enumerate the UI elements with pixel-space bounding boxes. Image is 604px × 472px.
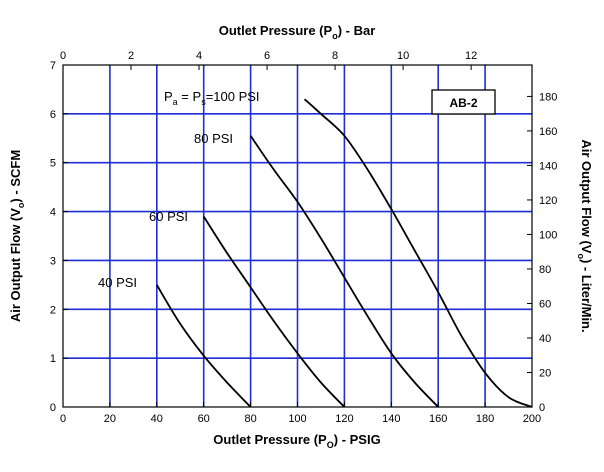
- model-badge-text: AB-2: [449, 96, 477, 110]
- x-top-tick-label-4: 8: [332, 50, 338, 62]
- y-left-tick-label-2: 2: [50, 304, 56, 316]
- x-top-tick-label-5: 10: [397, 50, 409, 62]
- y-left-tick-label-6: 6: [50, 109, 56, 121]
- y-left-tick-label-0: 0: [50, 402, 56, 414]
- y-right-axis-title: Air Output Flow (Vo) - Liter/Min.: [576, 139, 594, 332]
- x-top-axis-title: Outlet Pressure (Po) - Bar: [219, 23, 376, 41]
- y-right-tick-label-3: 60: [539, 298, 551, 310]
- y-left-axis-title: Air Output Flow (Vo) - SCFM: [8, 150, 26, 322]
- y-right-tick-label-2: 40: [539, 333, 551, 345]
- series-curve-0: [156, 284, 252, 408]
- x-bottom-tick-label-5: 100: [288, 413, 306, 425]
- y-right-tick-label-6: 120: [539, 195, 557, 207]
- x-bottom-tick-label-0: 0: [60, 413, 66, 425]
- y-left-tick-label-5: 5: [50, 158, 56, 170]
- y-left-tick-label-1: 1: [50, 353, 56, 365]
- y-left-tick-label-3: 3: [50, 255, 56, 267]
- x-bottom-tick-label-1: 20: [104, 413, 116, 425]
- x-top-tick-label-0: 0: [60, 50, 66, 62]
- x-top-tick-label-3: 6: [264, 50, 270, 62]
- y-right-tick-label-9: 180: [539, 91, 557, 103]
- x-bottom-tick-label-7: 140: [382, 413, 400, 425]
- y-left-tick-label-4: 4: [50, 207, 56, 219]
- series-label-80psi: 80 PSI: [194, 131, 233, 146]
- x-bottom-tick-label-8: 160: [429, 413, 447, 425]
- x-bottom-tick-label-9: 180: [476, 413, 494, 425]
- x-bottom-tick-label-2: 40: [151, 413, 163, 425]
- series-curve-3: [303, 98, 533, 408]
- x-bottom-tick-label-6: 120: [335, 413, 353, 425]
- series-label-40psi: 40 PSI: [98, 275, 137, 290]
- y-right-tick-label-0: 0: [539, 402, 545, 414]
- series-curve-2: [249, 135, 439, 408]
- model-badge: AB-2: [431, 89, 496, 115]
- x-bottom-tick-label-10: 200: [523, 413, 541, 425]
- y-right-tick-label-5: 100: [539, 229, 557, 241]
- series-label-60psi: 60 PSI: [149, 209, 188, 224]
- y-right-tick-label-7: 140: [539, 160, 557, 172]
- y-right-tick-label-4: 80: [539, 264, 551, 276]
- y-right-tick-label-8: 160: [539, 126, 557, 138]
- series-label-100psi: Pa = Ps=100 PSI: [164, 89, 260, 107]
- x-top-tick-label-1: 2: [128, 50, 134, 62]
- x-top-tick-label-6: 12: [465, 50, 477, 62]
- series-curve-1: [202, 216, 346, 408]
- x-bottom-tick-label-3: 60: [198, 413, 210, 425]
- y-left-tick-label-7: 7: [50, 60, 56, 72]
- grid-lines: [63, 65, 532, 407]
- x-top-tick-label-2: 4: [196, 50, 202, 62]
- y-right-tick-label-1: 20: [539, 367, 551, 379]
- x-bottom-tick-label-4: 80: [244, 413, 256, 425]
- x-bottom-axis-title: Outlet Pressure (PO) - PSIG: [213, 432, 380, 450]
- series-curves: [156, 98, 533, 408]
